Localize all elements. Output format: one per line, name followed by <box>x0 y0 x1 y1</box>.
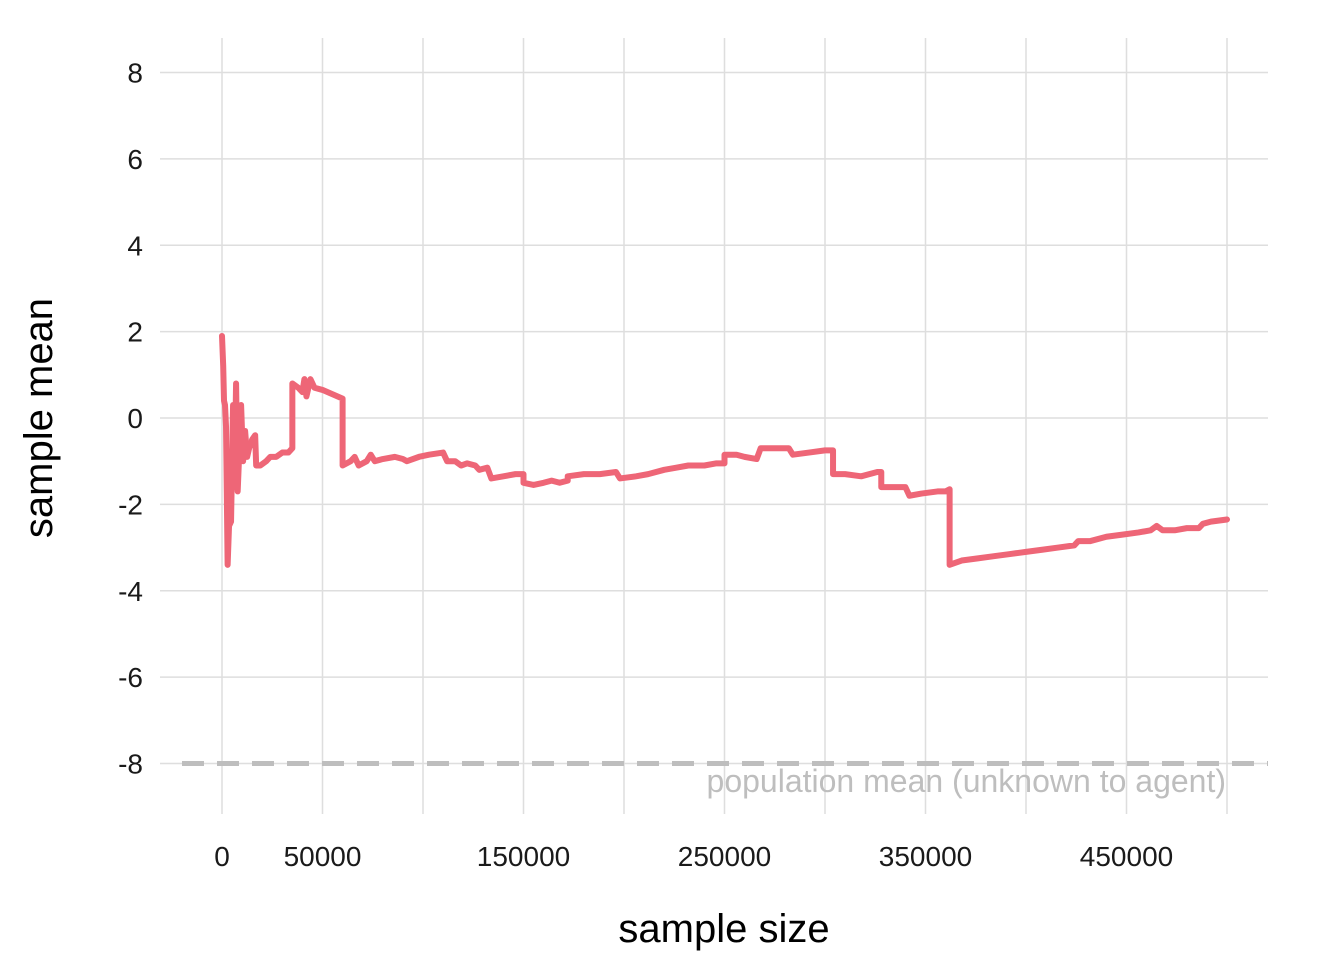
y-tick-label: -2 <box>118 489 143 520</box>
x-tick-label: 150000 <box>477 841 570 872</box>
y-tick-label: -6 <box>118 662 143 693</box>
y-axis-ticks: -8 -6 -4 -2 0 2 4 6 8 <box>118 58 143 780</box>
x-axis-title: sample size <box>618 907 829 951</box>
reference-line-label: population mean (unknown to agent) <box>707 763 1226 799</box>
x-tick-label: 250000 <box>678 841 771 872</box>
y-tick-label: 6 <box>127 144 143 175</box>
series-line <box>219 332 1230 568</box>
x-tick-label: 450000 <box>1080 841 1173 872</box>
x-tick-label: 50000 <box>284 841 362 872</box>
x-tick-label: 350000 <box>879 841 972 872</box>
grid <box>160 38 1268 814</box>
y-tick-label: 8 <box>127 58 143 89</box>
series-group <box>219 332 1230 568</box>
y-tick-label: 0 <box>127 403 143 434</box>
y-tick-label: -4 <box>118 576 143 607</box>
x-axis-ticks: 0 50000 150000 250000 350000 450000 <box>214 841 1173 872</box>
y-tick-label: 4 <box>127 230 143 261</box>
y-tick-label: 2 <box>127 317 143 348</box>
y-tick-label: -8 <box>118 749 143 780</box>
x-tick-label: 0 <box>214 841 230 872</box>
y-axis-title: sample mean <box>17 298 61 538</box>
